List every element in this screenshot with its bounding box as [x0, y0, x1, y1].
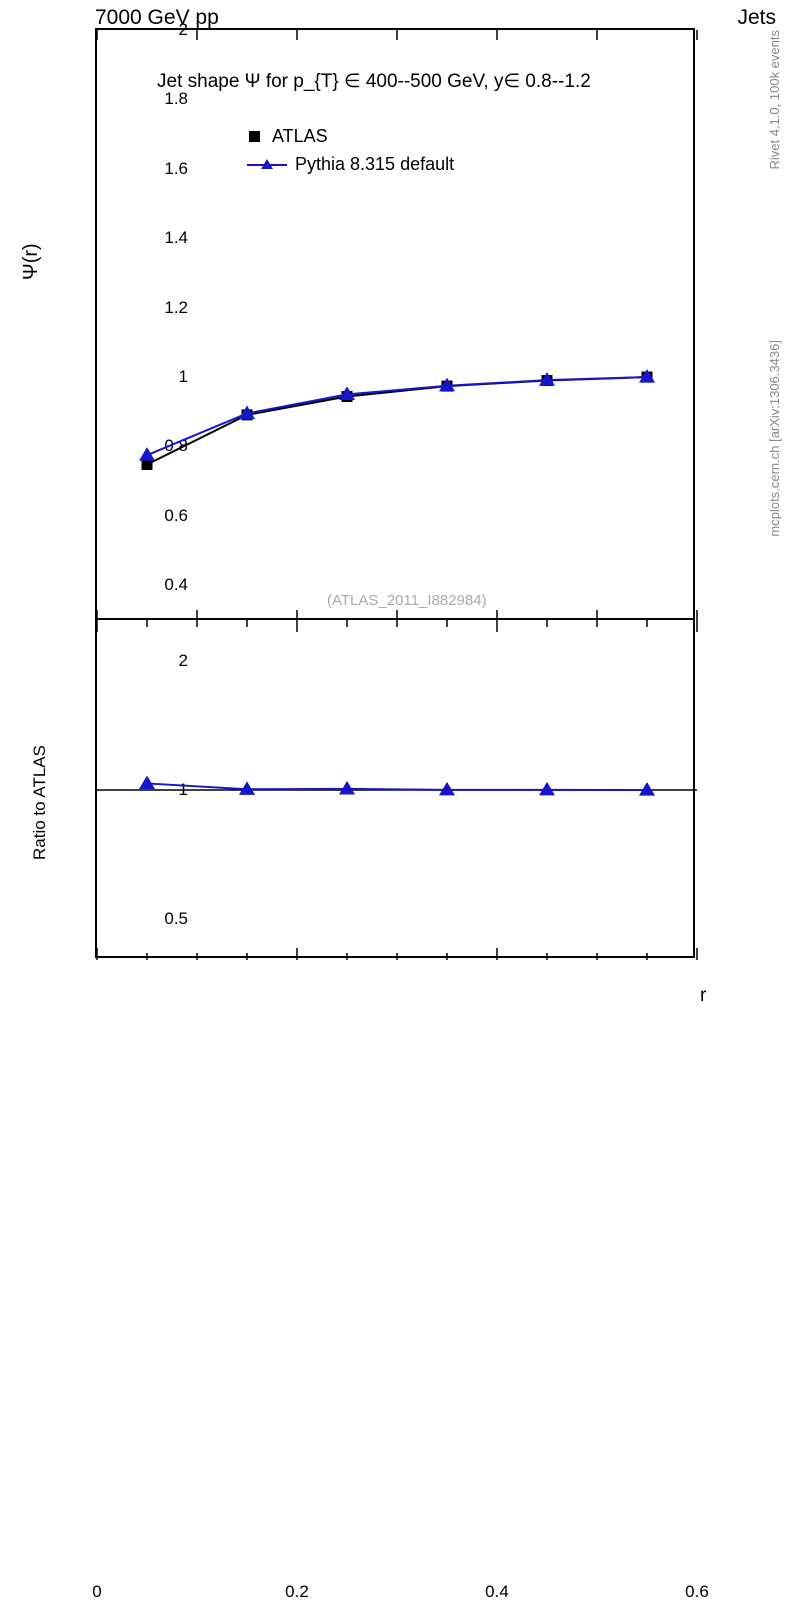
top-right-label: Jets [737, 6, 776, 30]
right-text-top-label: Rivet 4.1.0, 100k events [767, 30, 782, 169]
x-axis-label: r [700, 985, 706, 1007]
ratio-x-tick-label: 0.2 [277, 1582, 317, 1602]
ratio-x-tick-label: 0.4 [477, 1582, 517, 1602]
ratio-plot-area: 0.512 0.512 00.20.40.6 [95, 618, 695, 958]
main-plot-area: Jet shape Ψ for p_{T} ∈ 400--500 GeV, y∈… [95, 28, 695, 618]
ratio-y-axis-label: Ratio to ATLAS [30, 745, 50, 860]
ratio-x-tick-label: 0 [77, 1582, 117, 1602]
main-y-axis-label: Ψ(r) [20, 243, 43, 280]
ratio-x-tick-label: 0.6 [677, 1582, 717, 1602]
chart-root: 7000 GeV pp Jets Rivet 4.1.0, 100k event… [0, 0, 786, 1024]
ratio-plot-svg [97, 620, 697, 960]
right-text-bottom-label: mcplots.cern.ch [arXiv:1306.3436] [767, 340, 782, 537]
main-plot-svg [97, 30, 697, 620]
